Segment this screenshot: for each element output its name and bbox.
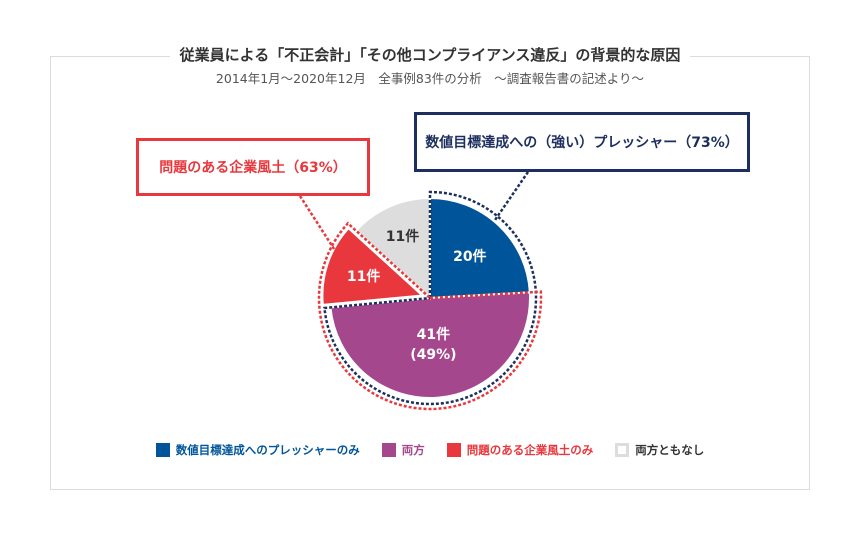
- pie-slice-pressure: [429, 196, 531, 300]
- legend-swatch: [615, 443, 630, 457]
- legend-swatch: [155, 443, 170, 457]
- chart-subtitle: 2014年1月〜2020年12月 全事例83件の分析 〜調査報告書の記述より〜: [215, 71, 645, 86]
- legend-item: 両方: [381, 442, 425, 458]
- data-label-pressure: 20件: [453, 248, 486, 265]
- legend-swatch: [446, 443, 461, 457]
- culture-callout: 問題のある企業風土（63%）: [136, 138, 370, 196]
- culture-leader-line: [298, 195, 338, 253]
- data-label-neither: 11件: [386, 228, 419, 245]
- pressure-leader-line: [493, 171, 530, 221]
- legend-item: 数値目標達成へのプレッシャーのみ: [155, 442, 360, 458]
- pie-slice-culture: [321, 226, 425, 307]
- chart-legend: 数値目標達成へのプレッシャーのみ 両方 問題のある企業風土のみ 両方ともなし: [0, 442, 860, 458]
- chart-title: 従業員による「不正会計」「その他コンプライアンス違反」の背景的な原因: [0, 44, 860, 65]
- data-label-culture: 11件: [347, 268, 380, 285]
- legend-label: 数値目標達成へのプレッシャーのみ: [175, 443, 360, 457]
- legend-label: 両方ともなし: [635, 443, 705, 457]
- legend-label: 問題のある企業風土のみ: [466, 443, 594, 457]
- pie-slice-neither: [354, 196, 431, 301]
- legend-label: 両方: [401, 443, 425, 457]
- data-label-both: 41件: [417, 326, 450, 343]
- pie-slice-both: [329, 291, 531, 400]
- legend-item: 両方ともなし: [615, 442, 704, 458]
- culture-group-outline: [317, 221, 543, 411]
- pressure-callout: 数値目標達成への（強い）プレッシャー（73%）: [414, 112, 750, 172]
- legend-swatch: [381, 443, 396, 457]
- pressure-group-outline: [323, 190, 538, 406]
- legend-item: 問題のある企業風土のみ: [446, 442, 594, 458]
- data-label-both-percent: (49%): [410, 347, 456, 363]
